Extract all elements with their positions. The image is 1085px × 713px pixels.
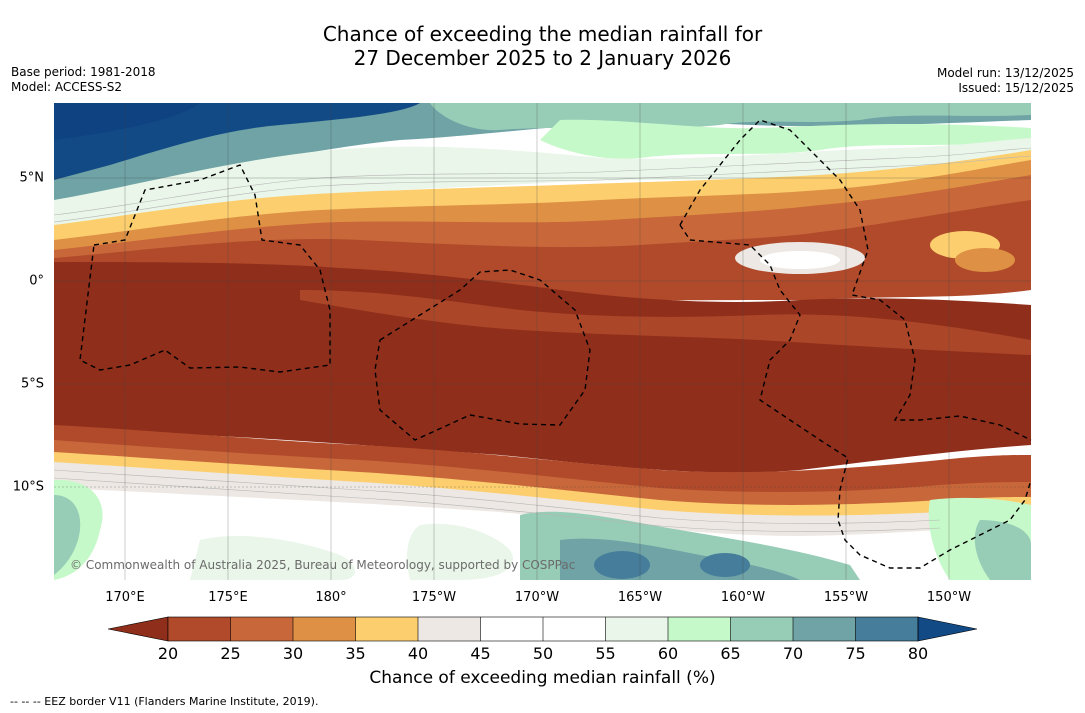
colorbar-swatch — [730, 617, 793, 641]
lat-label: 5°N — [19, 170, 45, 186]
map-field — [54, 103, 1031, 580]
lon-label: 170°E — [105, 590, 145, 605]
colorbar-swatch — [605, 617, 668, 641]
colorbar-swatch — [668, 617, 731, 641]
colorbar-tick: 75 — [845, 644, 866, 663]
colorbar-tick: 25 — [220, 644, 241, 663]
colorbar-under-arrow — [107, 616, 169, 642]
map-title: Chance of exceeding the median rainfall … — [0, 22, 1085, 70]
lon-label: 175°W — [411, 590, 457, 605]
colorbar-tick: 50 — [532, 644, 554, 663]
colorbar-swatch — [355, 617, 418, 641]
colorbar — [107, 616, 978, 642]
colorbar-tick: 35 — [345, 644, 366, 663]
colorbar-swatch — [793, 617, 856, 641]
colorbar-swatch — [543, 617, 606, 641]
colorbar-tick: 45 — [470, 644, 491, 663]
copyright-credit: © Commonwealth of Australia 2025, Bureau… — [70, 558, 576, 572]
lat-label: 0° — [29, 273, 44, 289]
base-period: Base period: 1981-2018 — [11, 65, 156, 79]
colorbar-tick: 70 — [782, 644, 804, 663]
title-line-1: Chance of exceeding the median rainfall … — [322, 22, 763, 46]
eez-legend-note: -- -- -- EEZ border V11 (Flanders Marine… — [10, 695, 319, 708]
title-line-2: 27 December 2025 to 2 January 2026 — [353, 46, 732, 70]
colorbar-swatch — [168, 617, 231, 641]
colorbar-title: Chance of exceeding median rainfall (%) — [369, 668, 716, 688]
colorbar-over-arrow — [917, 616, 978, 642]
lat-label: 5°S — [20, 376, 44, 392]
colorbar-tick: 60 — [657, 644, 679, 663]
model-info: Base period: 1981-2018 Model: ACCESS-S2 — [11, 65, 156, 95]
model-name: Model: ACCESS-S2 — [11, 80, 123, 94]
colorbar-swatch — [293, 617, 356, 641]
graticule — [54, 103, 1031, 580]
issued-date: Issued: 15/12/2025 — [958, 81, 1074, 95]
colorbar-tick: 30 — [282, 644, 304, 663]
lat-label: 10°S — [12, 479, 44, 495]
colorbar-tick: 65 — [720, 644, 741, 663]
lon-label: 150°W — [926, 590, 972, 605]
model-run-date: Model run: 13/12/2025 — [936, 66, 1074, 80]
colorbar-swatch — [855, 617, 918, 641]
lon-label: 180° — [315, 590, 347, 605]
colorbar-swatch — [418, 617, 481, 641]
colorbar-tick: 40 — [407, 644, 429, 663]
eez-borders — [79, 119, 1032, 569]
colorbar-tick: 80 — [907, 644, 929, 663]
lon-label: 170°W — [514, 590, 560, 605]
lon-label: 165°W — [617, 590, 663, 605]
lon-label: 160°W — [720, 590, 766, 605]
colorbar-tick: 55 — [595, 644, 616, 663]
colorbar-swatch — [230, 617, 293, 641]
lon-label: 175°E — [208, 590, 248, 605]
colorbar-swatch — [480, 617, 543, 641]
run-info: Model run: 13/12/2025 Issued: 15/12/2025 — [937, 66, 1074, 96]
lon-label: 155°W — [823, 590, 869, 605]
colorbar-tick: 20 — [157, 644, 179, 663]
